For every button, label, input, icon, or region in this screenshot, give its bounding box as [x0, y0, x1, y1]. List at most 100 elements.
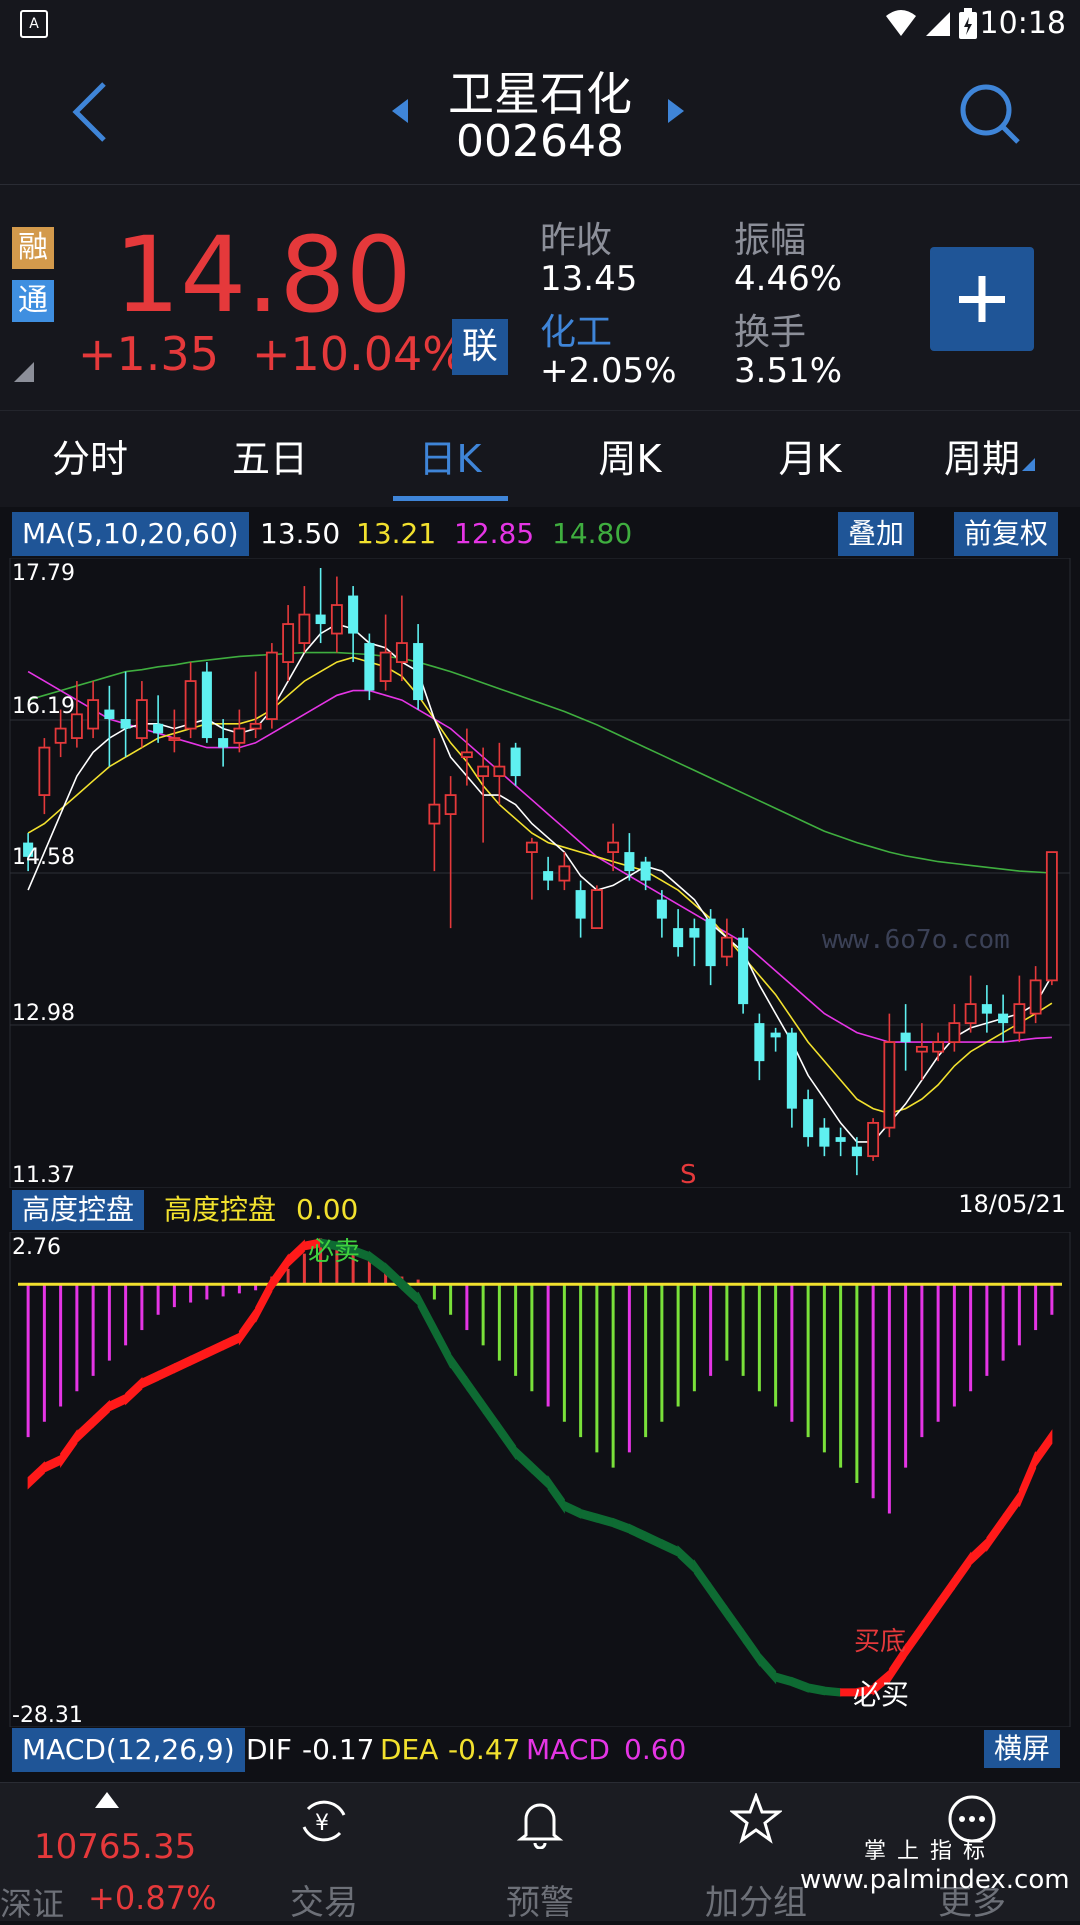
candle [819, 1118, 830, 1157]
sub-line-segment [1018, 1451, 1037, 1507]
tab-monthly-k[interactable]: 月K [778, 437, 842, 481]
next-stock-icon[interactable] [666, 98, 686, 124]
sub-y-label-min: -28.31 [12, 1703, 83, 1727]
sub-line-segment [255, 1276, 273, 1323]
signal-icon [926, 12, 950, 36]
candle-body [1029, 979, 1042, 1015]
overlay-button[interactable]: 叠加 [838, 512, 915, 556]
candle-body [932, 1041, 945, 1053]
sub-indicator-bar: 高度控盘 高度控盘 0.00 18/05/21 [0, 1188, 1080, 1232]
candle-body [477, 765, 490, 777]
index-ticker[interactable]: 10765.35 深证 +0.87% [0, 1783, 217, 1923]
index-change: +0.87% [88, 1879, 217, 1917]
candle [803, 1089, 814, 1147]
candle [444, 776, 457, 929]
candle-body [1045, 851, 1058, 982]
candle [460, 728, 473, 786]
candle [673, 909, 684, 957]
nav-alert[interactable]: 预警 [432, 1783, 648, 1923]
candle [153, 695, 164, 743]
tab-period-label: 周期 [943, 437, 1020, 481]
candle-body [54, 727, 67, 744]
adjust-button[interactable]: 前复权 [954, 512, 1059, 556]
macd-label: MACD [526, 1733, 610, 1766]
must-buy-label: 必买 [853, 1678, 909, 1711]
margin-badge: 融 [12, 227, 54, 269]
candle-body [964, 1003, 977, 1025]
sub-line-segment [1035, 1429, 1053, 1468]
candle-body [330, 604, 343, 635]
prev-stock-icon[interactable] [390, 98, 410, 124]
dropdown-triangle-icon [1022, 458, 1035, 471]
sector-label[interactable]: 化工 [540, 312, 613, 353]
tab-intraday[interactable]: 分时 [51, 437, 128, 481]
linked-badge[interactable]: 联 [452, 319, 508, 375]
buy-bottom-label: 买底 [854, 1627, 906, 1657]
nav-more-label: 更多 [938, 1883, 1006, 1923]
candle-body [265, 651, 278, 720]
candle-body [120, 719, 131, 729]
candle [738, 928, 749, 1014]
candle-body [135, 699, 148, 739]
candle-body [673, 928, 684, 948]
tab-period[interactable]: 周期 [900, 411, 1080, 507]
chart-watermark: www.6o7o.com [822, 925, 1010, 955]
candle [413, 624, 424, 710]
sub-line-segment [60, 1429, 78, 1468]
corner-expand-icon[interactable] [12, 360, 36, 384]
nav-group[interactable]: 加分组 [648, 1783, 864, 1923]
add-watchlist-button[interactable] [930, 247, 1034, 351]
candle [104, 685, 115, 767]
ma-indicator-button[interactable]: MA(5,10,20,60) [12, 512, 249, 556]
candle-body [153, 723, 164, 734]
candle [590, 885, 603, 930]
candle-body [104, 709, 115, 720]
candle [915, 1023, 928, 1081]
nav-more[interactable]: 更多 [864, 1783, 1080, 1923]
candle-body [915, 1045, 928, 1053]
bottom-nav: 10765.35 深证 +0.87% ¥ 交易 预警 加分组 更多 掌 上 指 … [0, 1782, 1080, 1923]
candle [510, 742, 521, 786]
active-tab-indicator [393, 496, 508, 501]
wifi-icon [886, 10, 916, 36]
price-change-pct: +10.04% [252, 327, 466, 381]
candle [38, 738, 51, 815]
sub-indicator-button[interactable]: 高度控盘 [12, 1190, 145, 1230]
stock-header: 卫星石化 002648 [0, 48, 1080, 185]
index-value: 10765.35 [34, 1827, 197, 1867]
back-chevron-icon[interactable] [70, 80, 110, 144]
tab-weekly-k[interactable]: 周K [598, 437, 662, 481]
candle-body [720, 936, 733, 958]
dif-label: DIF [246, 1733, 292, 1766]
candle [1045, 851, 1058, 986]
candle [867, 1118, 880, 1161]
landscape-button[interactable]: 横屏 [984, 1730, 1061, 1768]
search-icon[interactable] [958, 82, 1022, 146]
nav-trade[interactable]: ¥ 交易 [216, 1783, 432, 1923]
candle-body [70, 713, 83, 739]
quote-panel: 融 通 14.80 +1.35 +10.04% 联 昨收 13.45 振幅 4.… [0, 185, 1080, 410]
candle-body [168, 737, 181, 741]
kline-chart[interactable]: www.6o7o.com S 17.79 16.19 14.58 12.98 1… [0, 558, 1080, 1188]
candle [786, 1027, 797, 1128]
tab-five-day[interactable]: 五日 [231, 437, 308, 481]
ma20-line [27, 670, 1052, 1043]
candle-body [738, 937, 749, 1005]
candle-body [364, 643, 375, 691]
candle [135, 681, 148, 748]
candle-body [1013, 1003, 1026, 1034]
candle [23, 833, 34, 872]
candle-body [218, 738, 229, 748]
control-indicator-chart[interactable]: 2.76 -28.31 必卖 买底 必买 [0, 1232, 1080, 1727]
ma20-value: 12.85 [454, 517, 535, 550]
sub-line-segment [758, 1651, 777, 1685]
nav-trade-label: 交易 [290, 1883, 358, 1923]
tab-daily-k[interactable]: 日K [418, 437, 482, 481]
candle [851, 1137, 862, 1176]
y-label-min: 11.37 [12, 1163, 75, 1188]
candle-body [282, 623, 295, 663]
candle [233, 709, 246, 753]
ma10-value: 13.21 [356, 517, 437, 550]
candle [87, 681, 100, 739]
macd-indicator-button[interactable]: MACD(12,26,9) [12, 1728, 245, 1772]
